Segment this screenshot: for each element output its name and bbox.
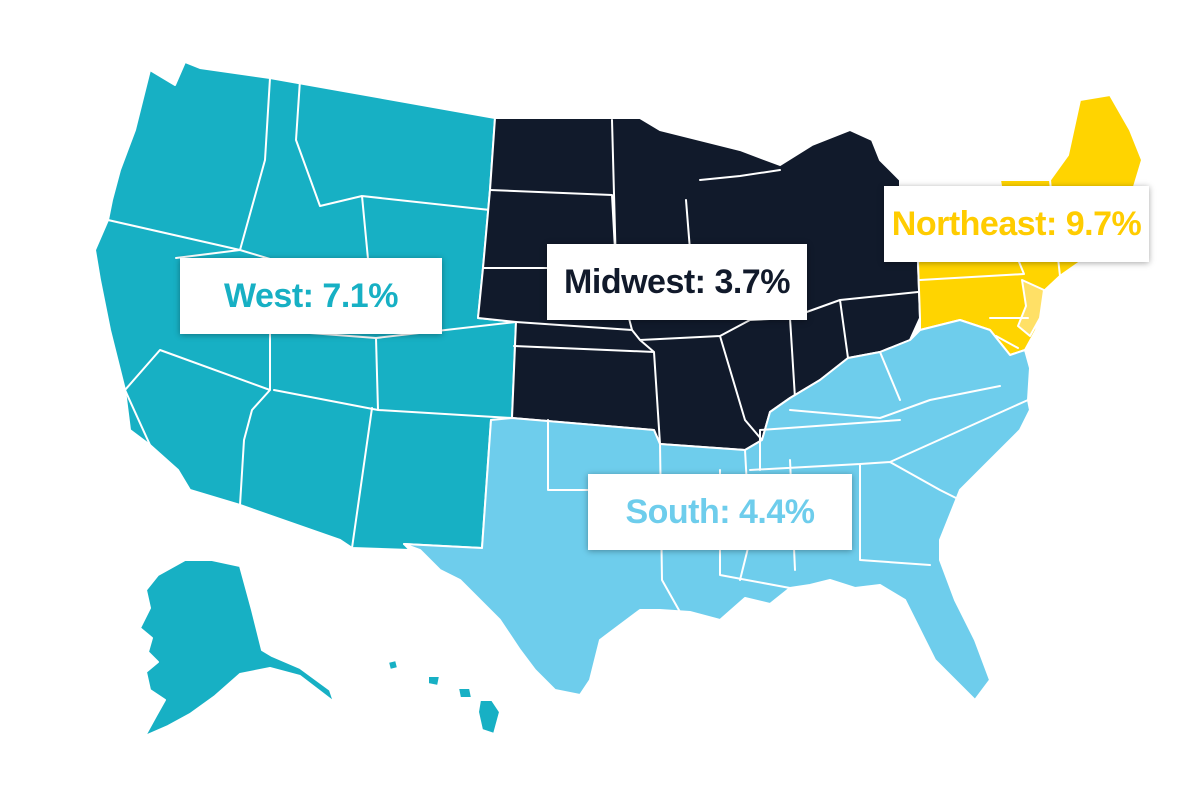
region-new-jersey-shape <box>1017 279 1045 337</box>
west-label: West: 7.1% <box>180 258 442 334</box>
northeast-label: Northeast: 9.7% <box>884 186 1149 262</box>
south-label: South: 4.4% <box>588 474 852 550</box>
midwest-label-text: Midwest: 3.7% <box>564 262 790 301</box>
state-borders-west <box>107 77 517 549</box>
region-hawaii-shape <box>387 659 501 735</box>
state-borders-midwest <box>482 119 919 445</box>
south-label-text: South: 4.4% <box>625 492 815 531</box>
west-label-text: West: 7.1% <box>224 276 398 315</box>
region-west <box>94 61 517 737</box>
region-alaska-shape <box>139 559 335 737</box>
midwest-label: Midwest: 3.7% <box>547 244 807 320</box>
northeast-label-text: Northeast: 9.7% <box>891 204 1142 243</box>
